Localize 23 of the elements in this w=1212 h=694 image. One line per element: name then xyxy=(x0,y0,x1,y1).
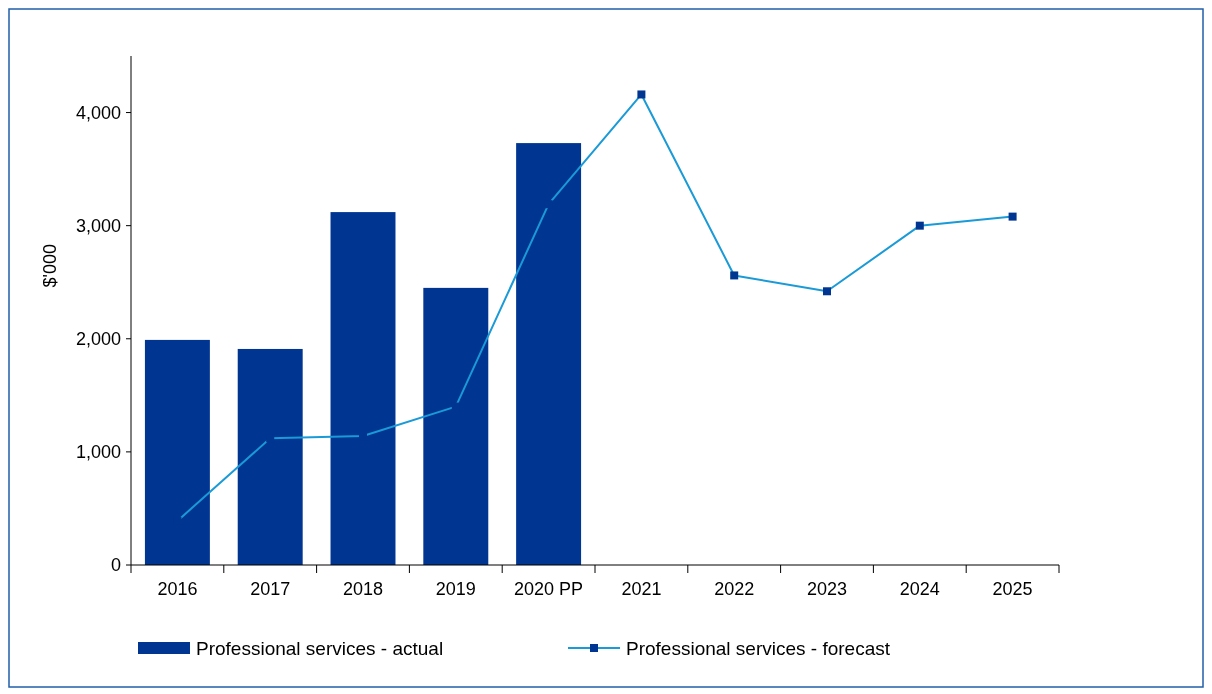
bar xyxy=(516,143,582,565)
x-tick-label: 2018 xyxy=(342,579,384,599)
y-tick-label: 0 xyxy=(110,555,121,576)
x-tick-label: 2016 xyxy=(157,579,198,599)
legend-label: Professional services - forecast xyxy=(626,637,891,659)
x-tick-label: 2020 PP xyxy=(514,579,584,599)
y-axis-title: $'000 xyxy=(40,243,60,288)
bar xyxy=(330,212,396,565)
x-tick-label: 2025 xyxy=(992,579,1033,599)
y-tick-label: 1,000 xyxy=(75,442,121,463)
x-tick-label: 2019 xyxy=(435,579,476,599)
y-tick-label: 4,000 xyxy=(75,102,121,123)
bar xyxy=(237,348,303,565)
y-tick-label: 3,000 xyxy=(75,215,121,236)
x-tick-label: 2022 xyxy=(714,579,755,599)
y-tick-label: 2,000 xyxy=(75,329,121,350)
x-tick-label: 2021 xyxy=(621,579,662,599)
x-tick-label: 2024 xyxy=(899,579,940,599)
legend-label: Professional services - actual xyxy=(196,637,444,659)
x-tick-label: 2017 xyxy=(250,579,291,599)
bar xyxy=(144,339,210,565)
bar xyxy=(423,287,489,565)
x-tick-label: 2023 xyxy=(806,579,848,599)
